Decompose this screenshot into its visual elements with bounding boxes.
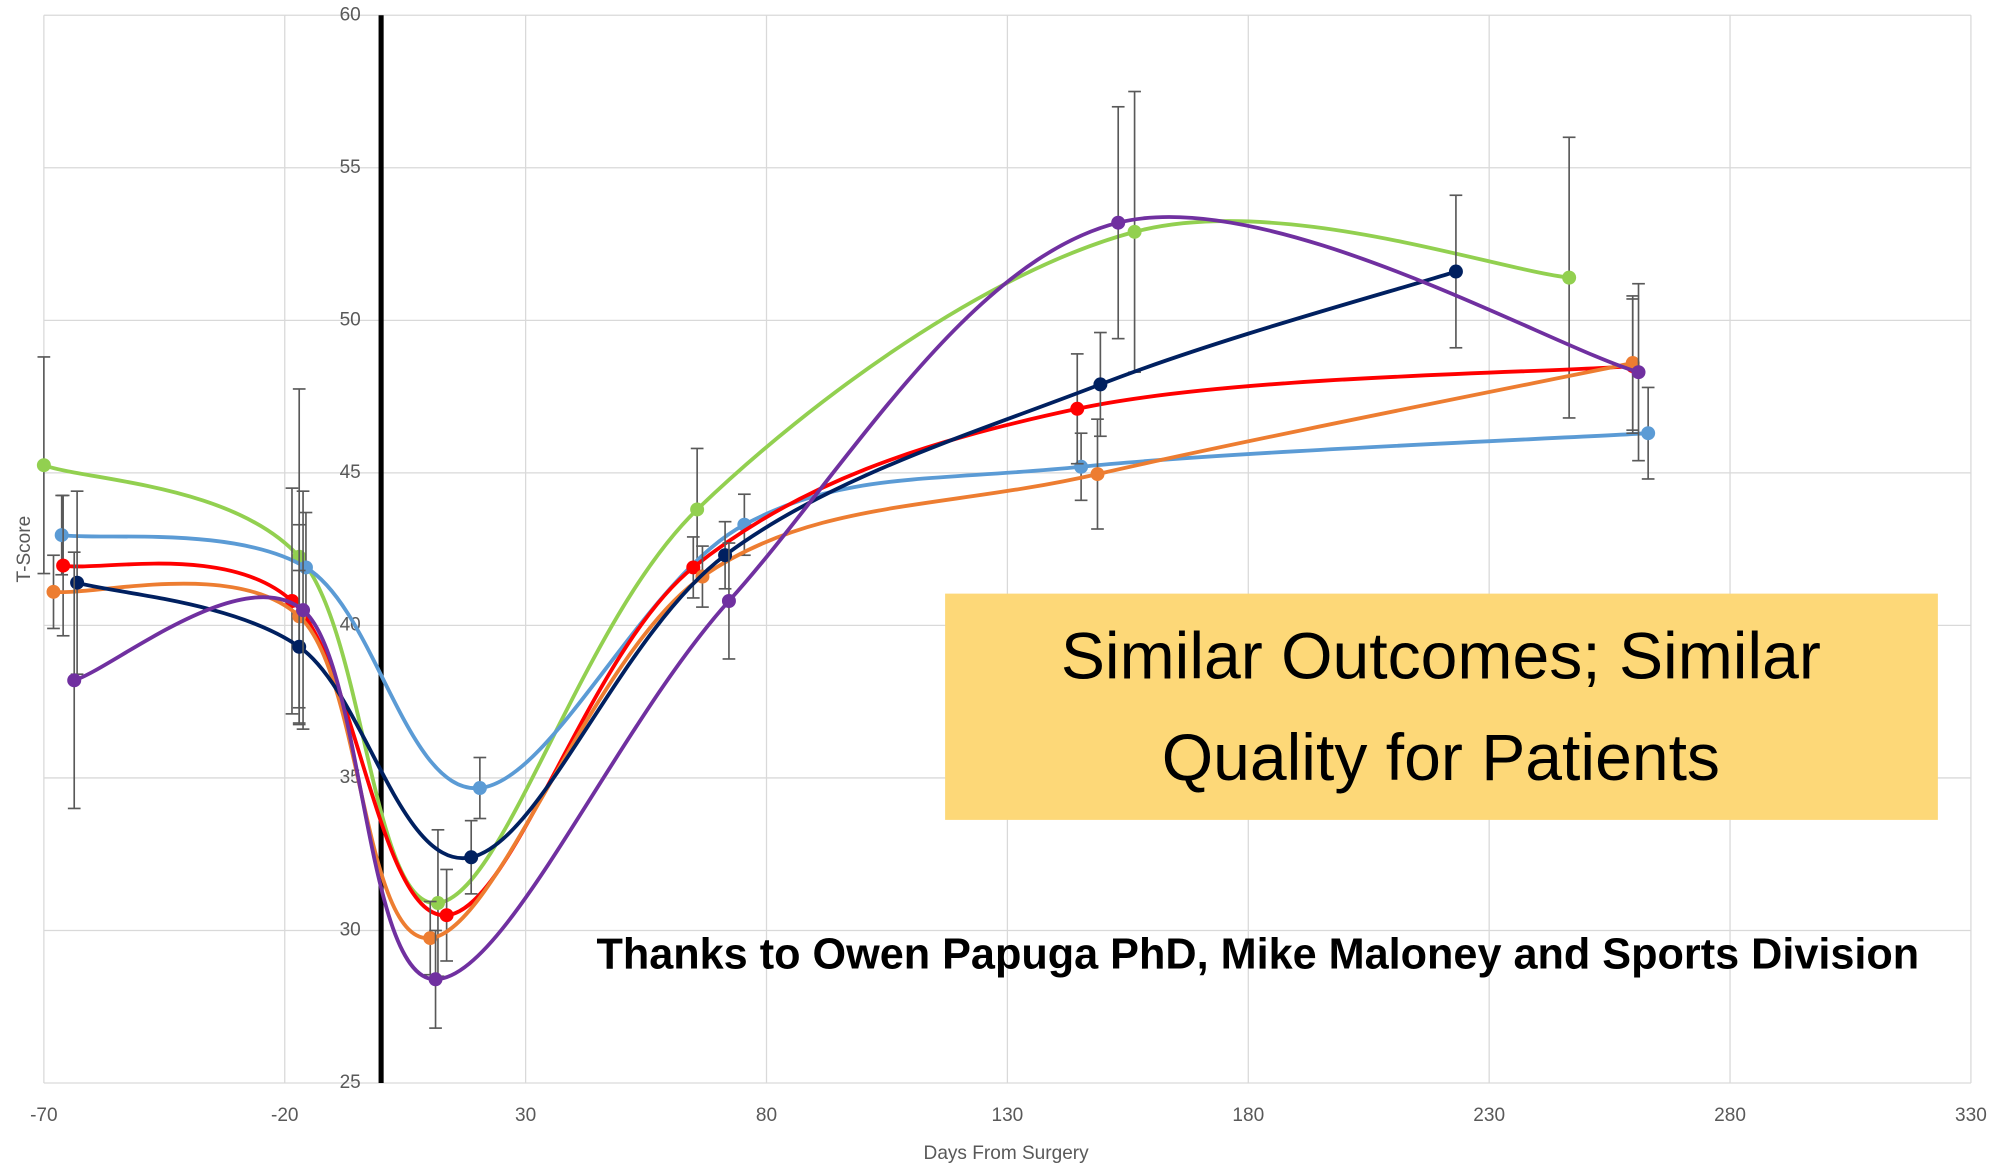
x-tick-label: 80 <box>756 1105 777 1126</box>
y-tick-label: 30 <box>340 920 361 941</box>
marker <box>721 594 736 608</box>
y-tick-label: 60 <box>340 4 361 25</box>
x-tick-label: 130 <box>992 1105 1024 1126</box>
x-axis-label: Days From Surgery <box>924 1143 1090 1164</box>
x-tick-label: 280 <box>1714 1105 1746 1126</box>
x-tick-label: 180 <box>1232 1105 1264 1126</box>
x-tick-label: -70 <box>30 1105 58 1126</box>
marker <box>472 781 487 796</box>
marker <box>298 560 313 575</box>
y-tick-label: 45 <box>340 462 361 483</box>
annotation: Thanks to Owen Papuga PhD, Mike Maloney … <box>596 931 1919 979</box>
marker <box>46 584 61 599</box>
y-axis-label: T-Score <box>14 516 35 583</box>
y-tick-label: 55 <box>340 157 361 178</box>
marker <box>1641 426 1656 441</box>
marker <box>718 548 733 563</box>
x-tick-label: 230 <box>1473 1105 1505 1126</box>
marker <box>1074 459 1089 474</box>
marker <box>1127 224 1142 239</box>
marker <box>686 560 701 575</box>
marker <box>1562 270 1577 285</box>
marker <box>423 931 438 946</box>
marker <box>70 575 85 590</box>
x-tick-label: 30 <box>515 1105 536 1126</box>
x-tick-label: 330 <box>1955 1105 1987 1126</box>
marker <box>439 908 454 923</box>
marker <box>56 558 71 573</box>
marker <box>690 502 705 517</box>
marker <box>292 639 307 654</box>
marker <box>36 458 51 473</box>
marker <box>296 603 311 618</box>
marker <box>464 850 479 865</box>
marker <box>1631 365 1646 380</box>
y-tick-label: 50 <box>340 309 361 330</box>
annotation: Quality for Patients <box>1162 721 1720 795</box>
marker <box>54 528 69 543</box>
x-tick-label: -20 <box>271 1105 299 1126</box>
annotation-box <box>945 593 1938 820</box>
marker <box>430 896 445 911</box>
marker <box>1093 377 1108 392</box>
y-tick-label: 25 <box>340 1072 361 1093</box>
marker <box>1070 401 1085 416</box>
marker <box>1111 215 1126 230</box>
marker <box>1090 467 1105 482</box>
marker <box>1448 264 1463 279</box>
annotation: Similar Outcomes; Similar <box>1061 619 1821 693</box>
marker <box>428 972 443 987</box>
marker <box>67 673 82 688</box>
